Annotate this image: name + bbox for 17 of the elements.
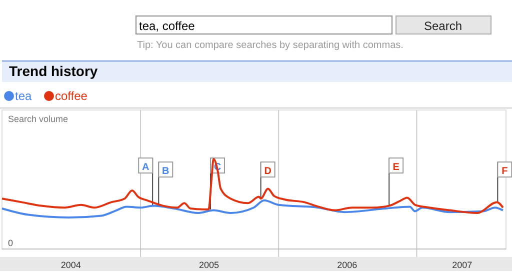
annotation: A xyxy=(142,162,150,173)
x-tick-label: 2007 xyxy=(452,260,472,270)
annotation: E xyxy=(392,162,400,173)
annotation: 0 xyxy=(8,238,14,248)
chart-title: Trend history xyxy=(9,63,98,79)
legend-label: tea xyxy=(15,89,32,103)
text: Tip: You can compare searches by separating with commas. xyxy=(137,40,404,51)
x-tick-label: 2004 xyxy=(60,260,81,270)
text: Search xyxy=(424,19,462,33)
x-tick-label: 2005 xyxy=(198,260,219,270)
annotation: D xyxy=(264,166,272,177)
x-tick-label: 2006 xyxy=(337,260,358,270)
annotation: B xyxy=(162,166,170,177)
annotation: F xyxy=(502,166,508,177)
y-axis-title: Search volume xyxy=(8,114,68,124)
text: tea, coffee xyxy=(139,19,196,33)
legend-label: coffee xyxy=(55,89,88,103)
